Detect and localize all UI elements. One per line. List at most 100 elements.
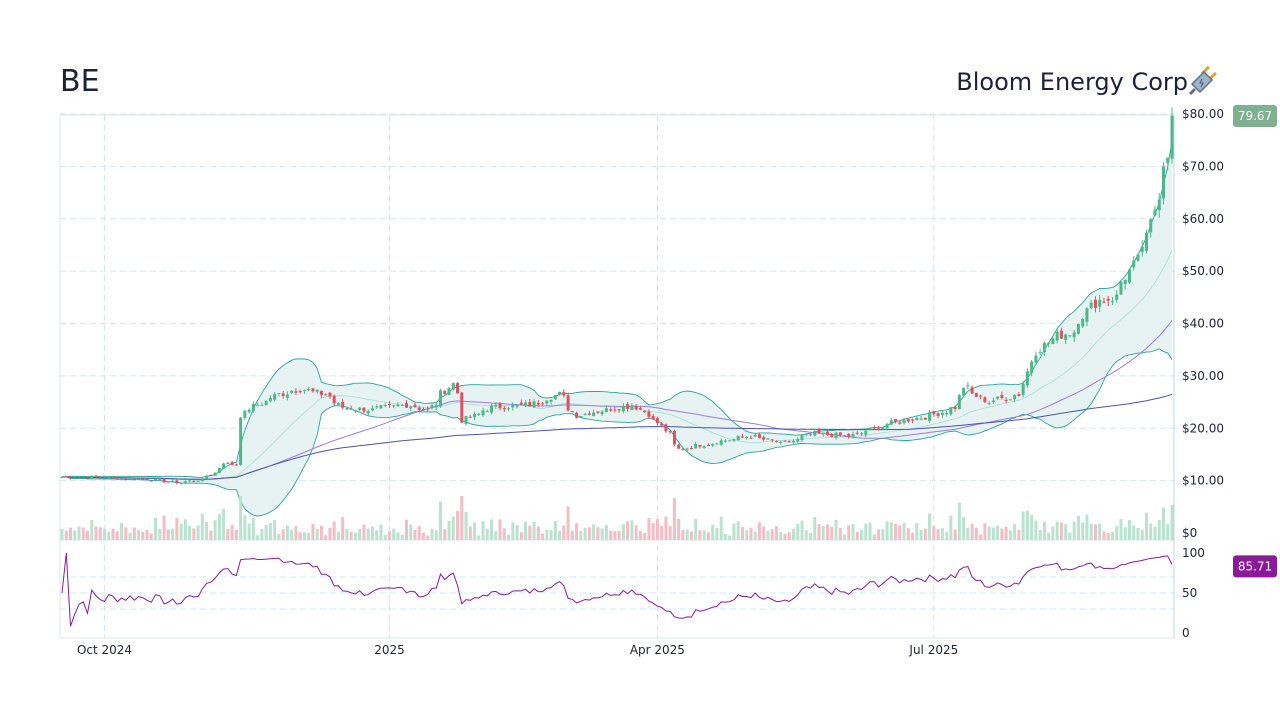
volume-bar [923,528,927,540]
candle-body [1136,254,1140,261]
volume-bar [426,535,430,540]
candle-body [417,407,421,411]
plot-frame [59,114,1175,639]
volume-bar [881,529,885,540]
candle-body [107,477,111,479]
volume-bar [502,528,506,540]
volume-bar [558,530,562,540]
candle-body [928,412,932,421]
volume-bar [609,530,613,540]
volume-bar [188,526,192,540]
candle-body [613,409,617,411]
volume-bar [464,511,468,540]
volume-bar [957,502,961,540]
candle-body [553,395,557,400]
volume-bar [630,520,634,540]
candle-body [1047,342,1051,344]
candle-body [1098,299,1102,307]
volume-bar [1013,523,1017,540]
candle-body [277,393,281,395]
candle-body [439,390,443,407]
candle-body [362,407,366,412]
volume-bar [613,531,617,540]
volume-bar [753,531,757,540]
candle-body [115,478,119,480]
candle-body [817,429,821,434]
candle-body [851,433,855,437]
volume-bar [672,498,676,540]
volume-bar [974,527,978,540]
volume-bar [200,513,204,540]
candle-body [490,405,494,413]
volume-bar [392,528,396,540]
volume-bar [515,524,519,540]
volume-bar [120,523,124,540]
volume-bar [353,532,357,540]
candle-body [596,411,600,413]
volume-bar [706,532,710,540]
candle-body [753,434,757,437]
candle-body [651,415,655,420]
candle-body [200,478,204,482]
volume-bar [1110,531,1114,540]
volume-bar [1034,520,1038,540]
volume-bar [575,523,579,540]
candle-body [604,408,608,413]
volume-bar [566,506,570,540]
candle-body [73,477,77,479]
last-rsi-tag-bg [1233,555,1277,578]
volume-bar [953,529,957,540]
volume-bar [864,523,868,540]
volume-bar [932,526,936,540]
price-tick-label: $10.00 [1182,474,1224,488]
candle-body [392,405,396,407]
candle-body [447,388,451,395]
candle-body [915,418,919,421]
volume-bar [838,527,842,540]
candle-body [728,440,732,442]
volume-bar [1008,530,1012,540]
volume-bar [915,523,919,540]
candle-body [128,478,132,480]
volume-bar [702,530,706,540]
volume-bar [1030,514,1034,540]
volume-bar [732,523,736,540]
volume-bar [124,527,128,540]
candle-body [285,394,289,398]
candle-body [813,431,817,436]
candle-body [421,409,425,411]
candle-body [473,413,477,418]
candle-body [847,434,851,437]
candle-body [247,409,251,413]
candle-body [740,436,744,438]
volume-bar [1000,528,1004,540]
candle-body [443,390,447,394]
candle-body [970,387,974,394]
price-tick-label: $20.00 [1182,421,1224,435]
candle-body [809,434,813,436]
candle-body [715,443,719,445]
volume-bar [264,524,268,540]
candle-body [1004,399,1008,401]
candle-body [609,409,613,411]
price-tick-label: $80.00 [1182,107,1224,121]
candle-body [183,481,187,484]
candle-body [940,412,944,416]
volume-bar [587,527,591,540]
candle-body [94,476,98,478]
volume-bar [685,529,689,540]
candle-body [494,404,498,407]
volume-bar [158,529,162,540]
last-rsi-tag: 85.71 [1238,559,1272,573]
candle-body [770,439,774,441]
volume-bars [60,496,1174,540]
candle-body [324,394,328,396]
volume-bar [719,516,723,540]
rsi-line [61,552,1173,627]
volume-bar [545,529,549,540]
candle-body [536,402,540,405]
volume-bar [243,515,247,540]
candle-body [251,403,255,411]
candle-body [290,390,294,393]
